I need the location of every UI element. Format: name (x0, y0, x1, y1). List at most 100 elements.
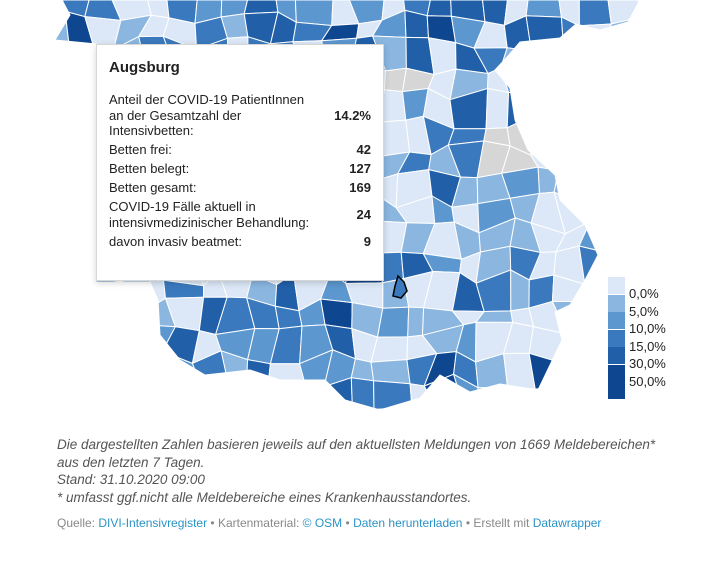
map-region[interactable] (630, 16, 659, 42)
map-region[interactable] (661, 255, 688, 273)
map-region[interactable] (32, 383, 72, 410)
map-region[interactable] (661, 192, 695, 230)
map-region[interactable] (115, 324, 147, 353)
map-region[interactable] (603, 143, 633, 175)
map-region[interactable] (634, 61, 671, 104)
map-region[interactable] (66, 295, 99, 331)
map-region[interactable] (58, 144, 89, 173)
map-region[interactable] (636, 0, 666, 24)
osm-link[interactable]: © OSM (302, 516, 343, 530)
map-region[interactable] (66, 46, 96, 78)
map-region[interactable] (561, 63, 590, 99)
map-region[interactable] (608, 191, 640, 232)
map-region[interactable] (561, 41, 590, 66)
map-region[interactable] (604, 36, 636, 72)
map-region[interactable] (581, 117, 606, 153)
map-region[interactable] (577, 143, 617, 174)
map-region[interactable] (525, 0, 562, 18)
map-region[interactable] (187, 381, 230, 407)
map-region[interactable] (305, 386, 331, 415)
map-region[interactable] (36, 192, 71, 228)
map-region[interactable] (36, 323, 70, 358)
map-region[interactable] (530, 45, 565, 79)
map-region[interactable] (266, 386, 309, 407)
map-region[interactable] (485, 87, 510, 130)
map-region[interactable] (657, 144, 690, 179)
map-region[interactable] (663, 375, 696, 415)
map-region[interactable] (559, 347, 595, 389)
map-region[interactable] (577, 170, 617, 207)
map-region[interactable] (87, 328, 124, 353)
map-region[interactable] (65, 118, 89, 149)
map-region[interactable] (629, 194, 665, 232)
map-region[interactable] (665, 223, 695, 258)
map-region[interactable] (661, 175, 683, 208)
map-region[interactable] (34, 0, 66, 15)
map-region[interactable] (87, 280, 123, 312)
map-region[interactable] (658, 0, 696, 23)
map-region[interactable] (503, 386, 537, 412)
map-region[interactable] (61, 99, 90, 131)
map-region[interactable] (578, 0, 612, 27)
map-region[interactable] (246, 373, 278, 404)
map-region[interactable] (658, 14, 696, 45)
map-region[interactable] (629, 143, 664, 176)
map-region[interactable] (163, 375, 201, 409)
map-region[interactable] (553, 385, 592, 412)
datawrapper-link[interactable]: Datawrapper (532, 516, 602, 530)
map-region[interactable] (350, 358, 375, 382)
map-region[interactable] (530, 63, 565, 97)
map-region[interactable] (606, 61, 637, 104)
map-region[interactable] (632, 222, 667, 259)
download-data-link[interactable]: Daten herunterladen (353, 516, 463, 530)
map-region[interactable] (38, 280, 74, 301)
map-region[interactable] (631, 123, 669, 146)
map-region[interactable] (114, 301, 148, 330)
map-region[interactable] (86, 301, 124, 331)
map-region[interactable] (526, 387, 567, 412)
map-region[interactable] (67, 192, 101, 227)
map-region[interactable] (350, 377, 375, 414)
map-region[interactable] (581, 40, 608, 72)
map-region[interactable] (243, 0, 279, 15)
map-region[interactable] (41, 252, 74, 283)
map-region[interactable] (87, 351, 117, 385)
map-region[interactable] (58, 351, 98, 385)
map-region[interactable] (407, 306, 425, 338)
map-region[interactable] (629, 173, 663, 209)
map-region[interactable] (657, 115, 691, 149)
source-link[interactable]: DIVI-Intensivregister (98, 516, 208, 530)
map-region[interactable] (612, 253, 642, 279)
map-region[interactable] (669, 91, 691, 123)
map-region[interactable] (603, 102, 637, 131)
map-region[interactable] (34, 97, 69, 130)
map-region[interactable] (632, 256, 667, 277)
map-region[interactable] (136, 375, 174, 409)
map-region[interactable] (39, 170, 72, 204)
map-region[interactable] (36, 219, 70, 257)
map-region[interactable] (137, 349, 174, 379)
map-region[interactable] (68, 323, 99, 358)
map-region[interactable] (589, 381, 611, 414)
map-region[interactable] (603, 118, 637, 146)
map-region[interactable] (32, 37, 70, 78)
map-region[interactable] (581, 97, 620, 121)
map-region[interactable] (658, 272, 692, 307)
map-region[interactable] (34, 125, 68, 146)
map-region[interactable] (370, 336, 409, 363)
map-region[interactable] (426, 0, 452, 17)
map-region[interactable] (58, 167, 101, 206)
map-region[interactable] (525, 15, 565, 52)
map-region[interactable] (663, 351, 692, 389)
map-region[interactable] (38, 295, 70, 335)
map-region[interactable] (630, 36, 671, 71)
map-region[interactable] (373, 380, 413, 410)
map-region[interactable] (39, 141, 67, 182)
map-region[interactable] (634, 93, 670, 131)
map-region[interactable] (294, 0, 334, 27)
map-region[interactable] (35, 67, 68, 101)
map-region[interactable] (560, 117, 590, 153)
map-region[interactable] (530, 114, 567, 156)
map-region[interactable] (246, 359, 271, 390)
map-region[interactable] (613, 170, 632, 196)
